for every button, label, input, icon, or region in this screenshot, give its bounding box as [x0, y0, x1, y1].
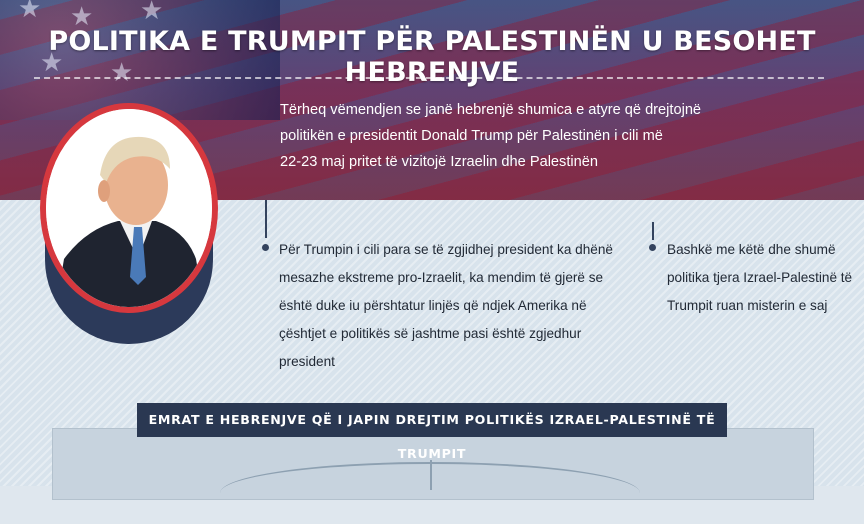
intro-line: Tërheq vëmendjen se janë hebrenjë shumic… — [280, 102, 702, 118]
bullet-dot — [649, 244, 656, 251]
panel-connector-line — [430, 460, 432, 490]
column-line: mesazhe ekstreme pro-Izraelit, ka mendim… — [279, 270, 604, 285]
column-line: Trumpit ruan misterin e saj — [667, 298, 828, 313]
intro-line: 22-23 maj pritet të vizitojë Izraelin dh… — [280, 154, 598, 170]
page-title: POLITIKA E TRUMPIT PËR PALESTINËN U BESO… — [48, 26, 816, 88]
timeline-connector — [265, 200, 267, 238]
timeline-connector — [652, 222, 654, 240]
title-divider — [34, 77, 824, 79]
bullet-dot — [262, 244, 269, 251]
column-line: president — [279, 354, 335, 369]
column-line: Për Trumpin i cili para se të zgjidhej p… — [279, 242, 613, 257]
portrait-photo — [46, 109, 212, 307]
info-column-left: Për Trumpin i cili para se të zgjidhej p… — [279, 236, 639, 376]
section-banner: EMRAT E HEBRENJVE QË I JAPIN DREJTIM POL… — [137, 403, 727, 461]
info-column-right: Bashkë me këtë dhe shumë politika tjera … — [667, 236, 857, 320]
intro-line: politikën e presidentit Donald Trump për… — [280, 128, 663, 144]
star-icon: ★ — [40, 48, 64, 78]
portrait-illustration — [46, 109, 212, 307]
star-icon: ★ — [70, 2, 94, 32]
column-line: Bashkë me këtë dhe shumë — [667, 242, 836, 257]
column-line: është duke iu përshtatur linjës që ndjek… — [279, 298, 587, 313]
star-icon: ★ — [110, 58, 134, 88]
star-icon: ★ — [18, 0, 42, 24]
column-line: çështjet e politikës së jashtme pasi ësh… — [279, 326, 582, 341]
star-icon: ★ — [140, 0, 164, 26]
flag-canton — [0, 0, 280, 120]
column-line: politika tjera Izrael-Palestinë të — [667, 270, 853, 285]
intro-text: Tërheq vëmendjen se janë hebrenjë shumic… — [280, 97, 800, 175]
